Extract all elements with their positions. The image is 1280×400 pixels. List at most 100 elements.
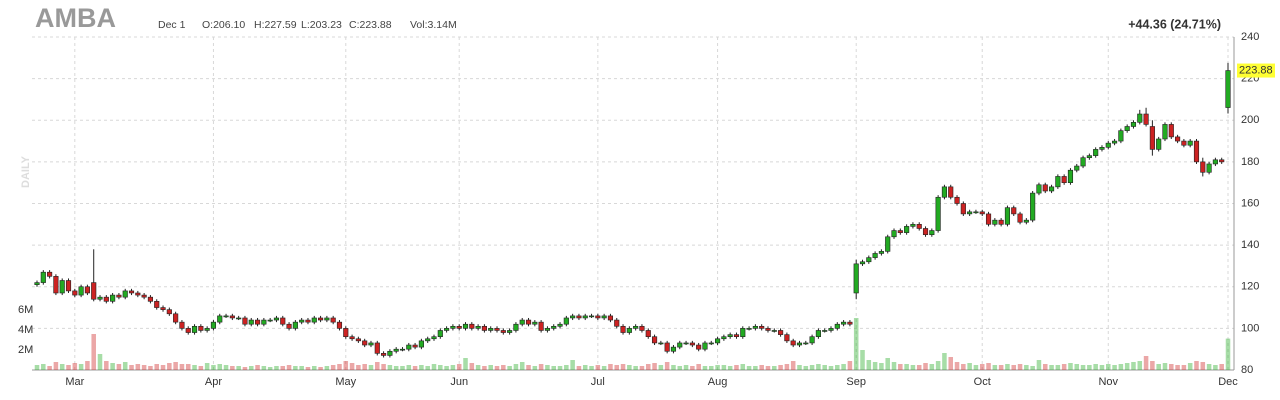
candle-body: [1074, 165, 1080, 171]
candle-body: [954, 196, 960, 204]
candle-body: [154, 301, 160, 308]
volume-bar: [866, 360, 872, 370]
volume-bar: [349, 363, 355, 370]
volume-bar: [709, 366, 714, 370]
volume-bar: [469, 363, 475, 370]
candle-body: [462, 323, 469, 329]
volume-bar: [557, 366, 563, 370]
volume-bar: [1181, 365, 1187, 370]
last-price-label: 223.88: [1239, 64, 1273, 76]
y-tick-label: 120: [1241, 281, 1259, 293]
volume-bar: [1074, 364, 1080, 370]
candle-body: [538, 321, 544, 331]
volume-bar: [34, 365, 40, 370]
volume-bar: [160, 365, 166, 370]
volume-bar: [1143, 356, 1149, 370]
candle-body: [1105, 142, 1111, 148]
volume-bar: [185, 364, 191, 370]
volume-bar: [702, 366, 708, 370]
volume-bar: [1131, 362, 1136, 370]
candle-body: [242, 317, 248, 325]
candle-body: [891, 230, 897, 238]
candle-body: [267, 319, 273, 322]
volume-bar: [305, 367, 311, 370]
volume-bar: [1150, 361, 1155, 370]
volume-bar: [72, 363, 78, 370]
volume-bar: [954, 362, 960, 370]
volume-bar: [570, 360, 575, 370]
candle-body: [576, 315, 582, 319]
candle-body: [1162, 124, 1168, 140]
candle-body: [47, 271, 53, 277]
volume-bar: [1156, 364, 1161, 370]
y-tick-label: 160: [1241, 197, 1259, 209]
volume-bar: [375, 362, 380, 370]
volume-bar: [1225, 338, 1231, 370]
candle-body: [135, 292, 141, 296]
volume-bar: [614, 365, 620, 370]
volume-bar: [141, 365, 147, 370]
candle-body: [1149, 126, 1155, 150]
volume-bar: [230, 366, 235, 370]
candle-body: [387, 350, 393, 356]
volume-bar: [1219, 364, 1224, 370]
candle-body: [1175, 136, 1181, 142]
candle-body: [336, 321, 343, 329]
candle-body: [299, 319, 305, 323]
candle-body: [1093, 149, 1099, 156]
low-label: L:203.23: [301, 19, 342, 31]
volume-bar: [242, 367, 248, 370]
volume-bar: [154, 364, 159, 370]
candle-body: [967, 211, 973, 215]
candle-body: [815, 330, 821, 337]
candle-body: [658, 342, 664, 345]
candle-body: [872, 253, 878, 258]
volume-bar: [671, 365, 676, 370]
volume-bar: [343, 361, 349, 370]
candle-body: [746, 328, 752, 330]
candle-body: [305, 319, 311, 323]
candle-body: [866, 257, 872, 263]
candle-body: [1042, 184, 1048, 192]
volume-bar: [822, 365, 827, 370]
volume-bar: [853, 318, 859, 370]
volume-bar: [135, 364, 141, 370]
volume-bar: [198, 366, 204, 370]
candle-body: [582, 315, 588, 319]
volume-bar: [1068, 363, 1073, 370]
candle-body: [532, 321, 538, 325]
volume-bar: [910, 365, 916, 370]
volume-bar: [488, 365, 493, 370]
volume-bar: [91, 334, 96, 370]
candle-body: [210, 321, 217, 329]
candle-body: [185, 328, 191, 333]
volume-bar: [998, 365, 1004, 370]
candle-body: [349, 336, 355, 340]
candle-body: [1137, 113, 1143, 123]
volume-bar: [513, 364, 519, 370]
volume-bar: [1049, 365, 1054, 370]
candle-body: [481, 325, 487, 331]
candle-body: [670, 346, 677, 352]
volume-bar: [211, 365, 216, 370]
candle-body: [551, 325, 557, 329]
volume-bar: [847, 361, 853, 370]
candle-body: [721, 336, 727, 340]
volume-bar: [1036, 360, 1042, 370]
volume-bar: [879, 363, 884, 370]
candle-body: [803, 342, 809, 345]
candle-body: [626, 328, 632, 333]
candle-body: [78, 286, 84, 296]
volume-bar: [255, 365, 260, 370]
candle-body: [160, 307, 166, 310]
volume-bar: [564, 365, 569, 370]
volume-bar: [1206, 364, 1212, 370]
candle-body: [828, 328, 834, 331]
volume-bar: [1093, 364, 1098, 370]
volume-bar: [797, 365, 802, 370]
volume-bar: [501, 365, 506, 370]
candle-body: [217, 315, 223, 323]
volume-bar: [1087, 365, 1092, 370]
volume-bar: [816, 364, 821, 370]
volume-bar: [173, 362, 178, 370]
